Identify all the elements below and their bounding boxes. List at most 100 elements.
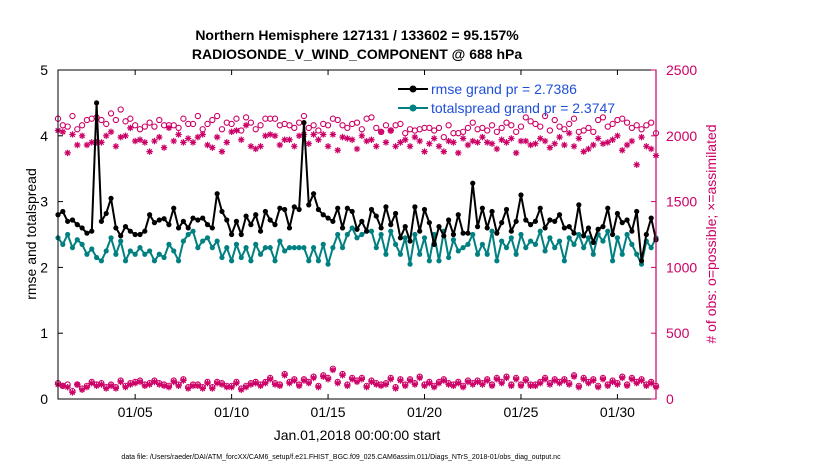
possible-point [228, 120, 235, 128]
low_assimilated-point [614, 381, 621, 388]
rmse-point [605, 205, 611, 211]
assimilated-point [242, 122, 250, 129]
possible-point [358, 126, 365, 133]
assimilated-point [469, 137, 476, 145]
y-axis-left-label: rmse and totalspread [23, 168, 39, 300]
possible-point [541, 112, 549, 120]
assimilated-point [218, 148, 226, 155]
possible-point [132, 122, 139, 129]
rmse-point [69, 217, 76, 223]
totalspread-point [286, 245, 293, 251]
rmse-point [89, 228, 95, 234]
assimilated-point [64, 149, 71, 157]
possible-point [570, 115, 578, 122]
totalspread-point [368, 228, 375, 234]
assimilated-point [647, 145, 655, 153]
low_assimilated-point [479, 381, 486, 388]
possible-point [98, 116, 105, 124]
low_assimilated-point [565, 381, 573, 388]
assimilated-point [78, 132, 86, 139]
low_assimilated-point [344, 382, 351, 390]
low_assimilated-point [339, 372, 346, 379]
totalspread-point [523, 245, 529, 251]
low_assimilated-point [218, 381, 226, 388]
assimilated-point [368, 136, 375, 143]
totalspread-point [156, 251, 162, 257]
rmse-point [161, 216, 167, 222]
possible-point [175, 124, 182, 132]
totalspread-point [151, 258, 158, 264]
low_assimilated-point [310, 374, 317, 382]
rmse-point [137, 231, 143, 238]
totalspread-point [89, 246, 95, 252]
low_assimilated-point [498, 380, 505, 387]
rmse-point [441, 233, 447, 239]
totalspread-point [267, 245, 273, 251]
totalspread-point [325, 261, 331, 267]
rmse-point [614, 210, 621, 217]
possible-point [324, 122, 332, 129]
possible-point [300, 112, 308, 120]
possible-point [619, 115, 626, 122]
totalspread-point [503, 245, 510, 251]
totalspread-point [282, 248, 288, 254]
low_assimilated-point [387, 376, 394, 383]
assimilated-point [271, 132, 279, 139]
assimilated-point [223, 139, 230, 146]
totalspread-point [460, 245, 466, 251]
possible-point [590, 128, 597, 136]
low_assimilated-point [382, 381, 390, 388]
totalspread-point [629, 241, 635, 247]
assimilated-point [103, 132, 110, 139]
totalspread-point [103, 248, 109, 254]
low_assimilated-point [131, 380, 139, 387]
possible-point [546, 127, 554, 134]
obs-count-layer [54, 106, 660, 168]
low_assimilated-point [488, 382, 496, 390]
rmse-point [147, 212, 153, 218]
possible-point [373, 124, 380, 132]
assimilated-point [194, 133, 202, 141]
totalspread-point [113, 251, 119, 257]
assimilated-point [69, 131, 76, 138]
assimilated-point [310, 131, 317, 138]
low_assimilated-point [546, 381, 554, 388]
chart-title-line1: Northern Hemisphere 127131 / 133602 = 95… [195, 27, 519, 43]
assimilated-point [353, 145, 361, 153]
low_assimilated-point [368, 378, 375, 386]
assimilated-point [358, 132, 366, 139]
possible-point [537, 123, 544, 130]
totalspread-point [335, 231, 341, 238]
low_assimilated-point [88, 380, 95, 387]
possible-point [503, 119, 510, 126]
totalspread-point [166, 241, 172, 247]
assimilated-point [136, 136, 144, 143]
assimilated-point [315, 136, 322, 143]
rmse-point [634, 208, 640, 215]
assimilated-point [392, 143, 399, 150]
possible-point [112, 116, 120, 124]
totalspread-point [547, 235, 553, 241]
possible-point [488, 122, 496, 129]
possible-point [551, 116, 558, 124]
assimilated-point [295, 132, 303, 139]
possible-point [484, 127, 491, 134]
rmse-point [325, 215, 331, 221]
assimilated-point [402, 136, 409, 143]
assimilated-point [252, 145, 259, 153]
low_assimilated-point [392, 385, 399, 392]
assimilated-point [522, 137, 529, 145]
rmse-point [566, 224, 572, 230]
rmse-point [339, 225, 346, 231]
totalspread-point [450, 237, 457, 243]
rmse-point [600, 224, 606, 230]
totalspread-point [556, 238, 563, 244]
rmse-point [103, 210, 109, 217]
low_assimilated-point [151, 378, 158, 386]
low_assimilated-point [199, 385, 206, 392]
assimilated-point [455, 149, 462, 157]
rmse-point [233, 218, 240, 224]
assimilated-point [117, 133, 124, 141]
rmse-point [98, 218, 105, 224]
possible-point [64, 123, 71, 130]
